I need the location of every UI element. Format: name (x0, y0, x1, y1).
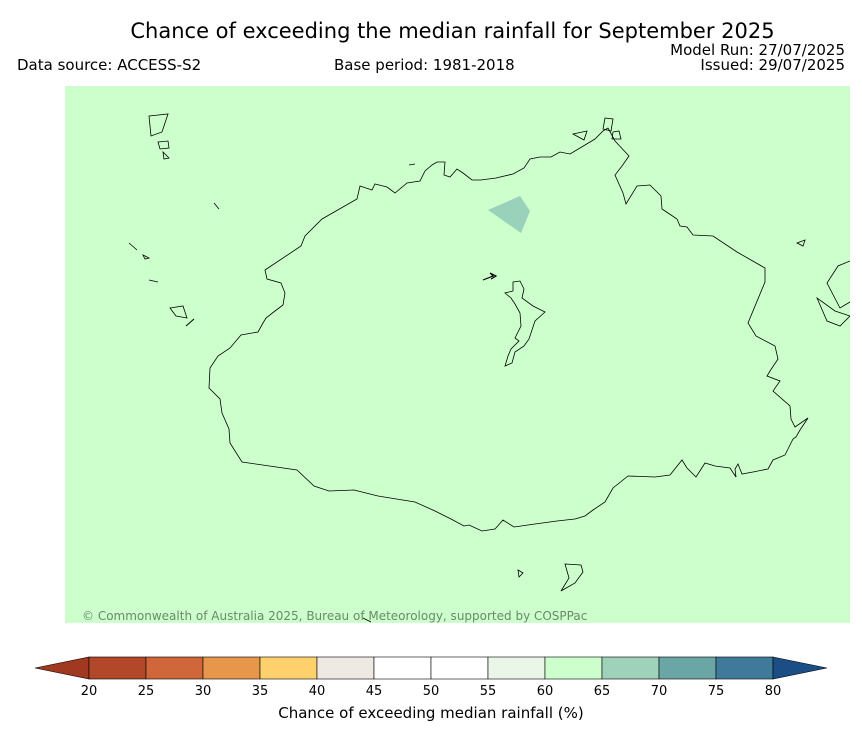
colorbar-cell (544, 656, 603, 680)
colorbar-tick-label: 60 (537, 684, 554, 699)
colorbar-cell (715, 656, 774, 680)
colorbar-label: Chance of exceeding median rainfall (%) (278, 704, 584, 722)
islet-w-3 (142, 254, 151, 260)
colorbar: 20 25 30 35 40 45 50 55 60 65 70 75 80 (34, 656, 828, 699)
colorbar-cell (88, 656, 147, 680)
data-source-label: Data source: ACCESS-S2 (17, 56, 202, 74)
colorbar-cell (316, 656, 375, 680)
colorbar-tick-label: 50 (423, 684, 440, 699)
colorbar-tick-label: 80 (765, 684, 782, 699)
colorbar-tick-label: 30 (195, 684, 212, 699)
islet-s-2 (517, 569, 524, 578)
copyright-notice: © Commonwealth of Australia 2025, Bureau… (82, 609, 588, 623)
islet-nw-3 (162, 150, 170, 160)
islet-nw-2 (157, 140, 170, 150)
colorbar-under-arrow (34, 656, 90, 680)
colorbar-tick-label: 45 (366, 684, 383, 699)
islet-w-6 (185, 318, 195, 327)
colorbar-tick-label: 65 (594, 684, 611, 699)
islet-n-1 (408, 163, 416, 166)
islet-north-marker (482, 272, 498, 281)
interior-island (504, 280, 546, 367)
colorbar-tick-label: 40 (309, 684, 326, 699)
islet-e-2 (826, 260, 850, 309)
islet-w-1 (213, 202, 220, 210)
colorbar-cell (202, 656, 261, 680)
colorbar-cell (259, 656, 318, 680)
islet-w-2 (128, 242, 138, 251)
islet-s-1 (560, 563, 584, 592)
colorbar-tick-label: 20 (81, 684, 98, 699)
colorbar-tick-label: 70 (651, 684, 668, 699)
colorbar-tick-label: 35 (252, 684, 269, 699)
colorbar-cell (373, 656, 432, 680)
islet-e-3 (816, 296, 850, 327)
colorbar-cell (487, 656, 546, 680)
islet-s-3 (362, 617, 372, 623)
colorbar-over-arrow (772, 656, 828, 680)
islet-ne-3 (611, 130, 622, 140)
islet-w-5 (169, 305, 188, 319)
map-panel[interactable]: © Commonwealth of Australia 2025, Bureau… (65, 86, 850, 623)
colorbar-cell (658, 656, 717, 680)
islet-ne-1 (571, 130, 588, 141)
colorbar-tick-label: 55 (480, 684, 497, 699)
colorbar-cell (601, 656, 660, 680)
islet-e-1 (796, 239, 806, 247)
issued-label: Issued: 29/07/2025 (700, 56, 845, 74)
map-title: Chance of exceeding the median rainfall … (130, 19, 775, 43)
colorbar-tick-label: 25 (138, 684, 155, 699)
islet-nw-1 (148, 113, 169, 137)
islet-ne-2 (602, 117, 614, 132)
islet-w-4 (148, 279, 159, 283)
map-canvas (128, 113, 850, 623)
model-run-label: Model Run: 27/07/2025 (670, 41, 845, 59)
colorbar-cell (145, 656, 204, 680)
main-island-coastline (208, 127, 809, 532)
base-period-label: Base period: 1981-2018 (334, 56, 515, 74)
colorbar-cell (430, 656, 489, 680)
colorbar-tick-label: 75 (708, 684, 725, 699)
high-probability-patch (488, 196, 530, 233)
